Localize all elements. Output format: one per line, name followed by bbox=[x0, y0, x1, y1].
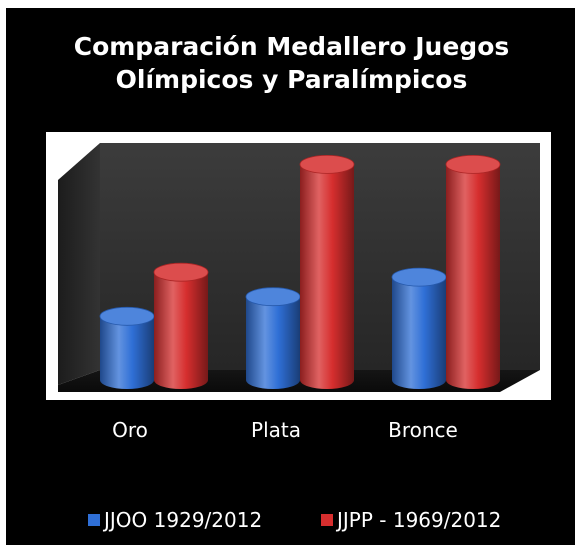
category-label-plata: Plata bbox=[251, 418, 301, 442]
legend-swatch-jjpp bbox=[321, 514, 333, 526]
bar-top bbox=[245, 287, 301, 307]
bar-plata-series-1 bbox=[245, 287, 301, 389]
legend-label-jjoo: JJOO 1929/2012 bbox=[104, 508, 263, 532]
bar-body bbox=[392, 277, 446, 389]
category-label-oro: Oro bbox=[112, 418, 148, 442]
bar-oro-series-1 bbox=[99, 306, 155, 389]
bar-bronce-series-1 bbox=[391, 267, 447, 389]
bar-body bbox=[446, 164, 500, 389]
chart-title-line-1: Comparación Medallero Juegos bbox=[73, 32, 510, 61]
bar-body bbox=[154, 272, 208, 389]
bar-oro-series-2 bbox=[153, 262, 209, 389]
chart-bars bbox=[99, 154, 501, 389]
bar-top bbox=[299, 154, 355, 174]
bar-plata-series-2 bbox=[299, 154, 355, 389]
plot-side-wall bbox=[58, 143, 100, 385]
bar-top bbox=[391, 267, 447, 287]
category-label-bronce: Bronce bbox=[388, 418, 458, 442]
chart-title: Comparación Medallero Juegos Olímpicos y… bbox=[0, 30, 583, 96]
bar-top bbox=[445, 154, 501, 174]
bar-top bbox=[153, 262, 209, 282]
bar-top bbox=[99, 306, 155, 326]
bar-body bbox=[100, 316, 154, 389]
legend-item-jjoo: JJOO 1929/2012 bbox=[88, 508, 262, 532]
legend-swatch-jjoo bbox=[88, 514, 100, 526]
bar-body bbox=[300, 164, 354, 389]
chart-title-line-2: Olímpicos y Paralímpicos bbox=[115, 65, 468, 94]
bar-body bbox=[246, 296, 300, 389]
bar-bronce-series-2 bbox=[445, 154, 501, 389]
legend-item-jjpp: JJPP - 1969/2012 bbox=[321, 508, 501, 532]
legend-label-jjpp: JJPP - 1969/2012 bbox=[337, 508, 502, 532]
